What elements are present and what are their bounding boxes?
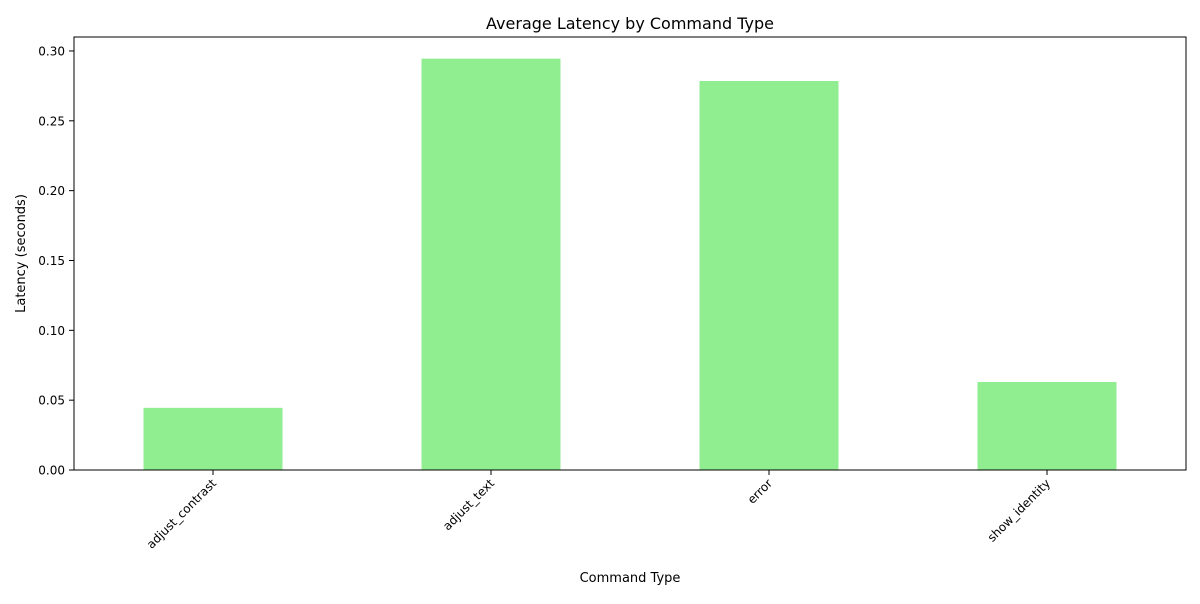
y-tick-label: 0.15 xyxy=(38,254,65,268)
y-tick-label: 0.20 xyxy=(38,184,65,198)
bar-error xyxy=(699,80,839,471)
y-tick-label: 0.05 xyxy=(38,394,65,408)
bars-group xyxy=(143,58,1117,471)
x-tick-label: show_identity xyxy=(985,476,1053,544)
x-tick-label: adjust_text xyxy=(440,476,497,533)
x-tick-label: adjust_contrast xyxy=(144,476,219,551)
bar-show_identity xyxy=(977,382,1117,470)
chart-title: Average Latency by Command Type xyxy=(486,14,774,33)
bar-adjust_contrast xyxy=(143,407,283,470)
x-axis-label: Command Type xyxy=(580,571,681,586)
y-axis-label: Latency (seconds) xyxy=(14,194,29,313)
y-tick-label: 0.25 xyxy=(38,114,65,128)
x-tick-label: error xyxy=(745,476,775,506)
plot-frame xyxy=(73,36,1187,471)
y-tick-label: 0.30 xyxy=(38,44,65,58)
y-axis: 0.00 0.05 0.10 0.15 0.20 0.25 0.30 xyxy=(38,44,74,478)
y-tick-label: 0.00 xyxy=(38,464,65,478)
bar-adjust_text xyxy=(421,58,561,471)
y-tick-label: 0.10 xyxy=(38,324,65,338)
x-axis: adjust_contrast adjust_text error show_iden… xyxy=(144,470,1053,551)
